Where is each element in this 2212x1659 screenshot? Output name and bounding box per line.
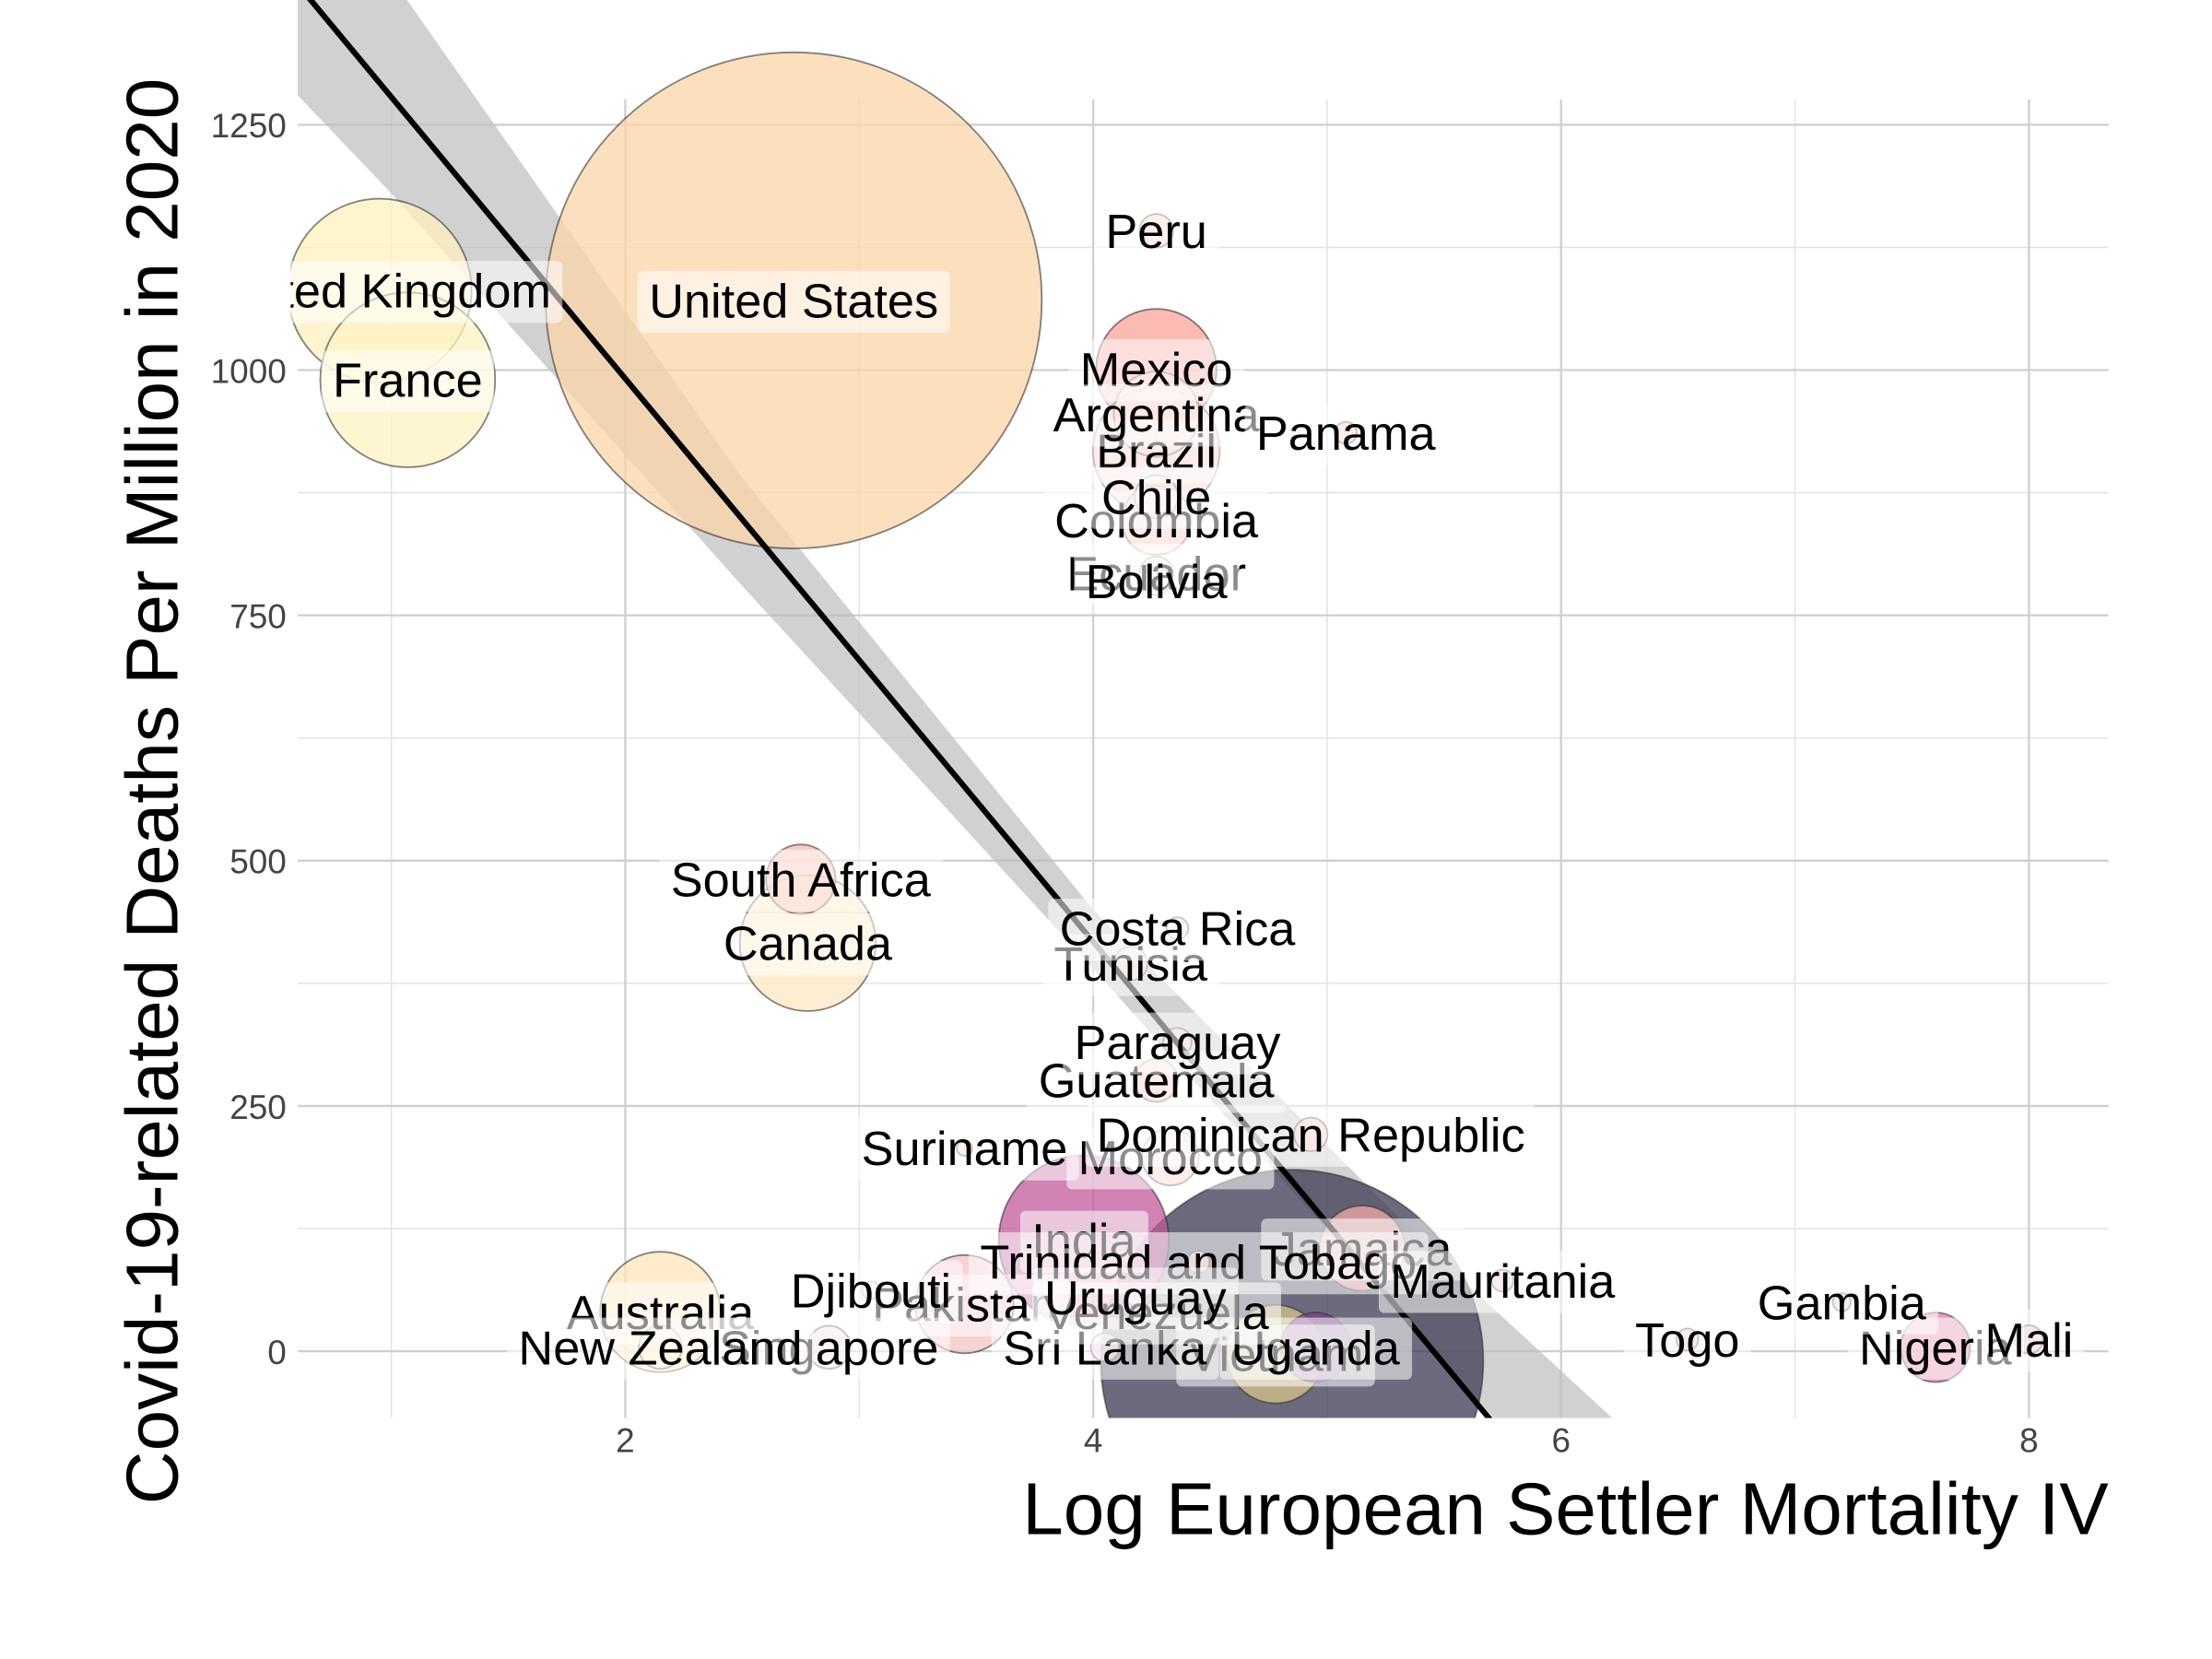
label-background <box>850 1118 1079 1181</box>
point-label-text: Argentina <box>1053 389 1261 442</box>
point-label: Canada <box>712 913 905 976</box>
label-background <box>659 849 944 912</box>
point-label: Togo <box>1623 1310 1751 1372</box>
point-label-text: Djibouti <box>791 1265 951 1319</box>
point-label-text: Canada <box>724 918 893 971</box>
point-label: Uruguay <box>1032 1267 1239 1330</box>
label-background <box>1244 403 1448 465</box>
point-label-text: Peru <box>1105 206 1206 259</box>
label-background <box>1623 1310 1751 1372</box>
x-tick-label: 6 <box>1551 1421 1571 1459</box>
point-label: Argentina <box>1041 384 1272 447</box>
point-label: Chile <box>1089 466 1223 529</box>
label-background <box>1089 466 1223 529</box>
label-background <box>1063 1012 1293 1075</box>
y-tick-label: 250 <box>229 1088 287 1126</box>
axes: 2 4 6 8 0 250 500 750 1000 1250 <box>211 107 2039 1459</box>
y-tick-label: 500 <box>229 843 287 881</box>
label-background <box>1032 1267 1239 1330</box>
label-background <box>1048 899 1308 961</box>
point-label-text: Uruguay <box>1044 1272 1228 1325</box>
point-label: Costa Rica <box>1048 899 1308 961</box>
point-label-text: Mali <box>1984 1314 2073 1368</box>
label-background <box>637 270 950 334</box>
point-label: Paraguay <box>1063 1012 1293 1075</box>
label-background <box>1746 1272 1939 1335</box>
point-label: United States <box>637 270 950 334</box>
point-label-text: Dominican Republic <box>1097 1109 1525 1162</box>
point-label: Djibouti <box>779 1260 963 1324</box>
y-tick-label: 750 <box>229 597 287 635</box>
point-label-text: Suriname <box>862 1123 1068 1176</box>
point-label-text: South Africa <box>671 853 932 907</box>
x-tick-label: 2 <box>616 1421 635 1459</box>
point-label: Gambia <box>1746 1272 1939 1335</box>
point-label-text: Panama <box>1256 407 1437 461</box>
point-label-text: United Kingdom <box>208 265 551 319</box>
point-label-text: New Zealand <box>518 1322 802 1375</box>
point-label: Bolivia <box>1074 551 1240 614</box>
point-label: Suriname <box>850 1118 1079 1181</box>
label-background <box>507 1317 814 1380</box>
label-background <box>1094 201 1219 264</box>
label-background <box>290 261 563 324</box>
point-label-text: Togo <box>1635 1314 1739 1368</box>
point-label-text: France <box>333 355 483 408</box>
point-label-text: Gambia <box>1758 1277 1927 1330</box>
label-background <box>1973 1310 2085 1372</box>
point-label: United Kingdom <box>208 261 563 324</box>
label-background <box>712 913 905 976</box>
point-label-text: Costa Rica <box>1060 903 1297 957</box>
point-label: South Africa <box>659 849 944 912</box>
y-tick-label: 1000 <box>211 352 287 390</box>
point-label-text: Bolivia <box>1086 556 1229 609</box>
x-tick-label: 8 <box>2019 1421 2039 1459</box>
point-label: France <box>321 350 495 413</box>
label-background <box>1041 384 1272 447</box>
label-background <box>1085 1104 1536 1167</box>
point-label-text: Paraguay <box>1075 1017 1282 1070</box>
point-label: New Zealand <box>507 1317 814 1380</box>
point-label-text: United States <box>649 275 938 328</box>
y-tick-label: 1250 <box>211 107 287 145</box>
point-label: Mauritania <box>1378 1251 1628 1313</box>
label-background <box>321 350 495 413</box>
point-label: Peru <box>1094 201 1219 264</box>
point-label-text: Chile <box>1101 471 1211 524</box>
point-label-text: Mauritania <box>1390 1255 1616 1309</box>
label-background <box>779 1260 963 1324</box>
y-tick-label: 0 <box>267 1334 287 1371</box>
point-label: Panama <box>1244 403 1448 465</box>
x-axis-title: Log European Settler Mortality IV <box>1022 1468 2109 1550</box>
x-tick-label: 4 <box>1084 1421 1103 1459</box>
y-axis-title: Covid-19-related Deaths Per Million in 2… <box>111 78 193 1504</box>
label-background <box>1378 1251 1628 1313</box>
label-background <box>1074 551 1240 614</box>
point-label: Mali <box>1973 1310 2085 1372</box>
point-label: Dominican Republic <box>1085 1104 1536 1167</box>
